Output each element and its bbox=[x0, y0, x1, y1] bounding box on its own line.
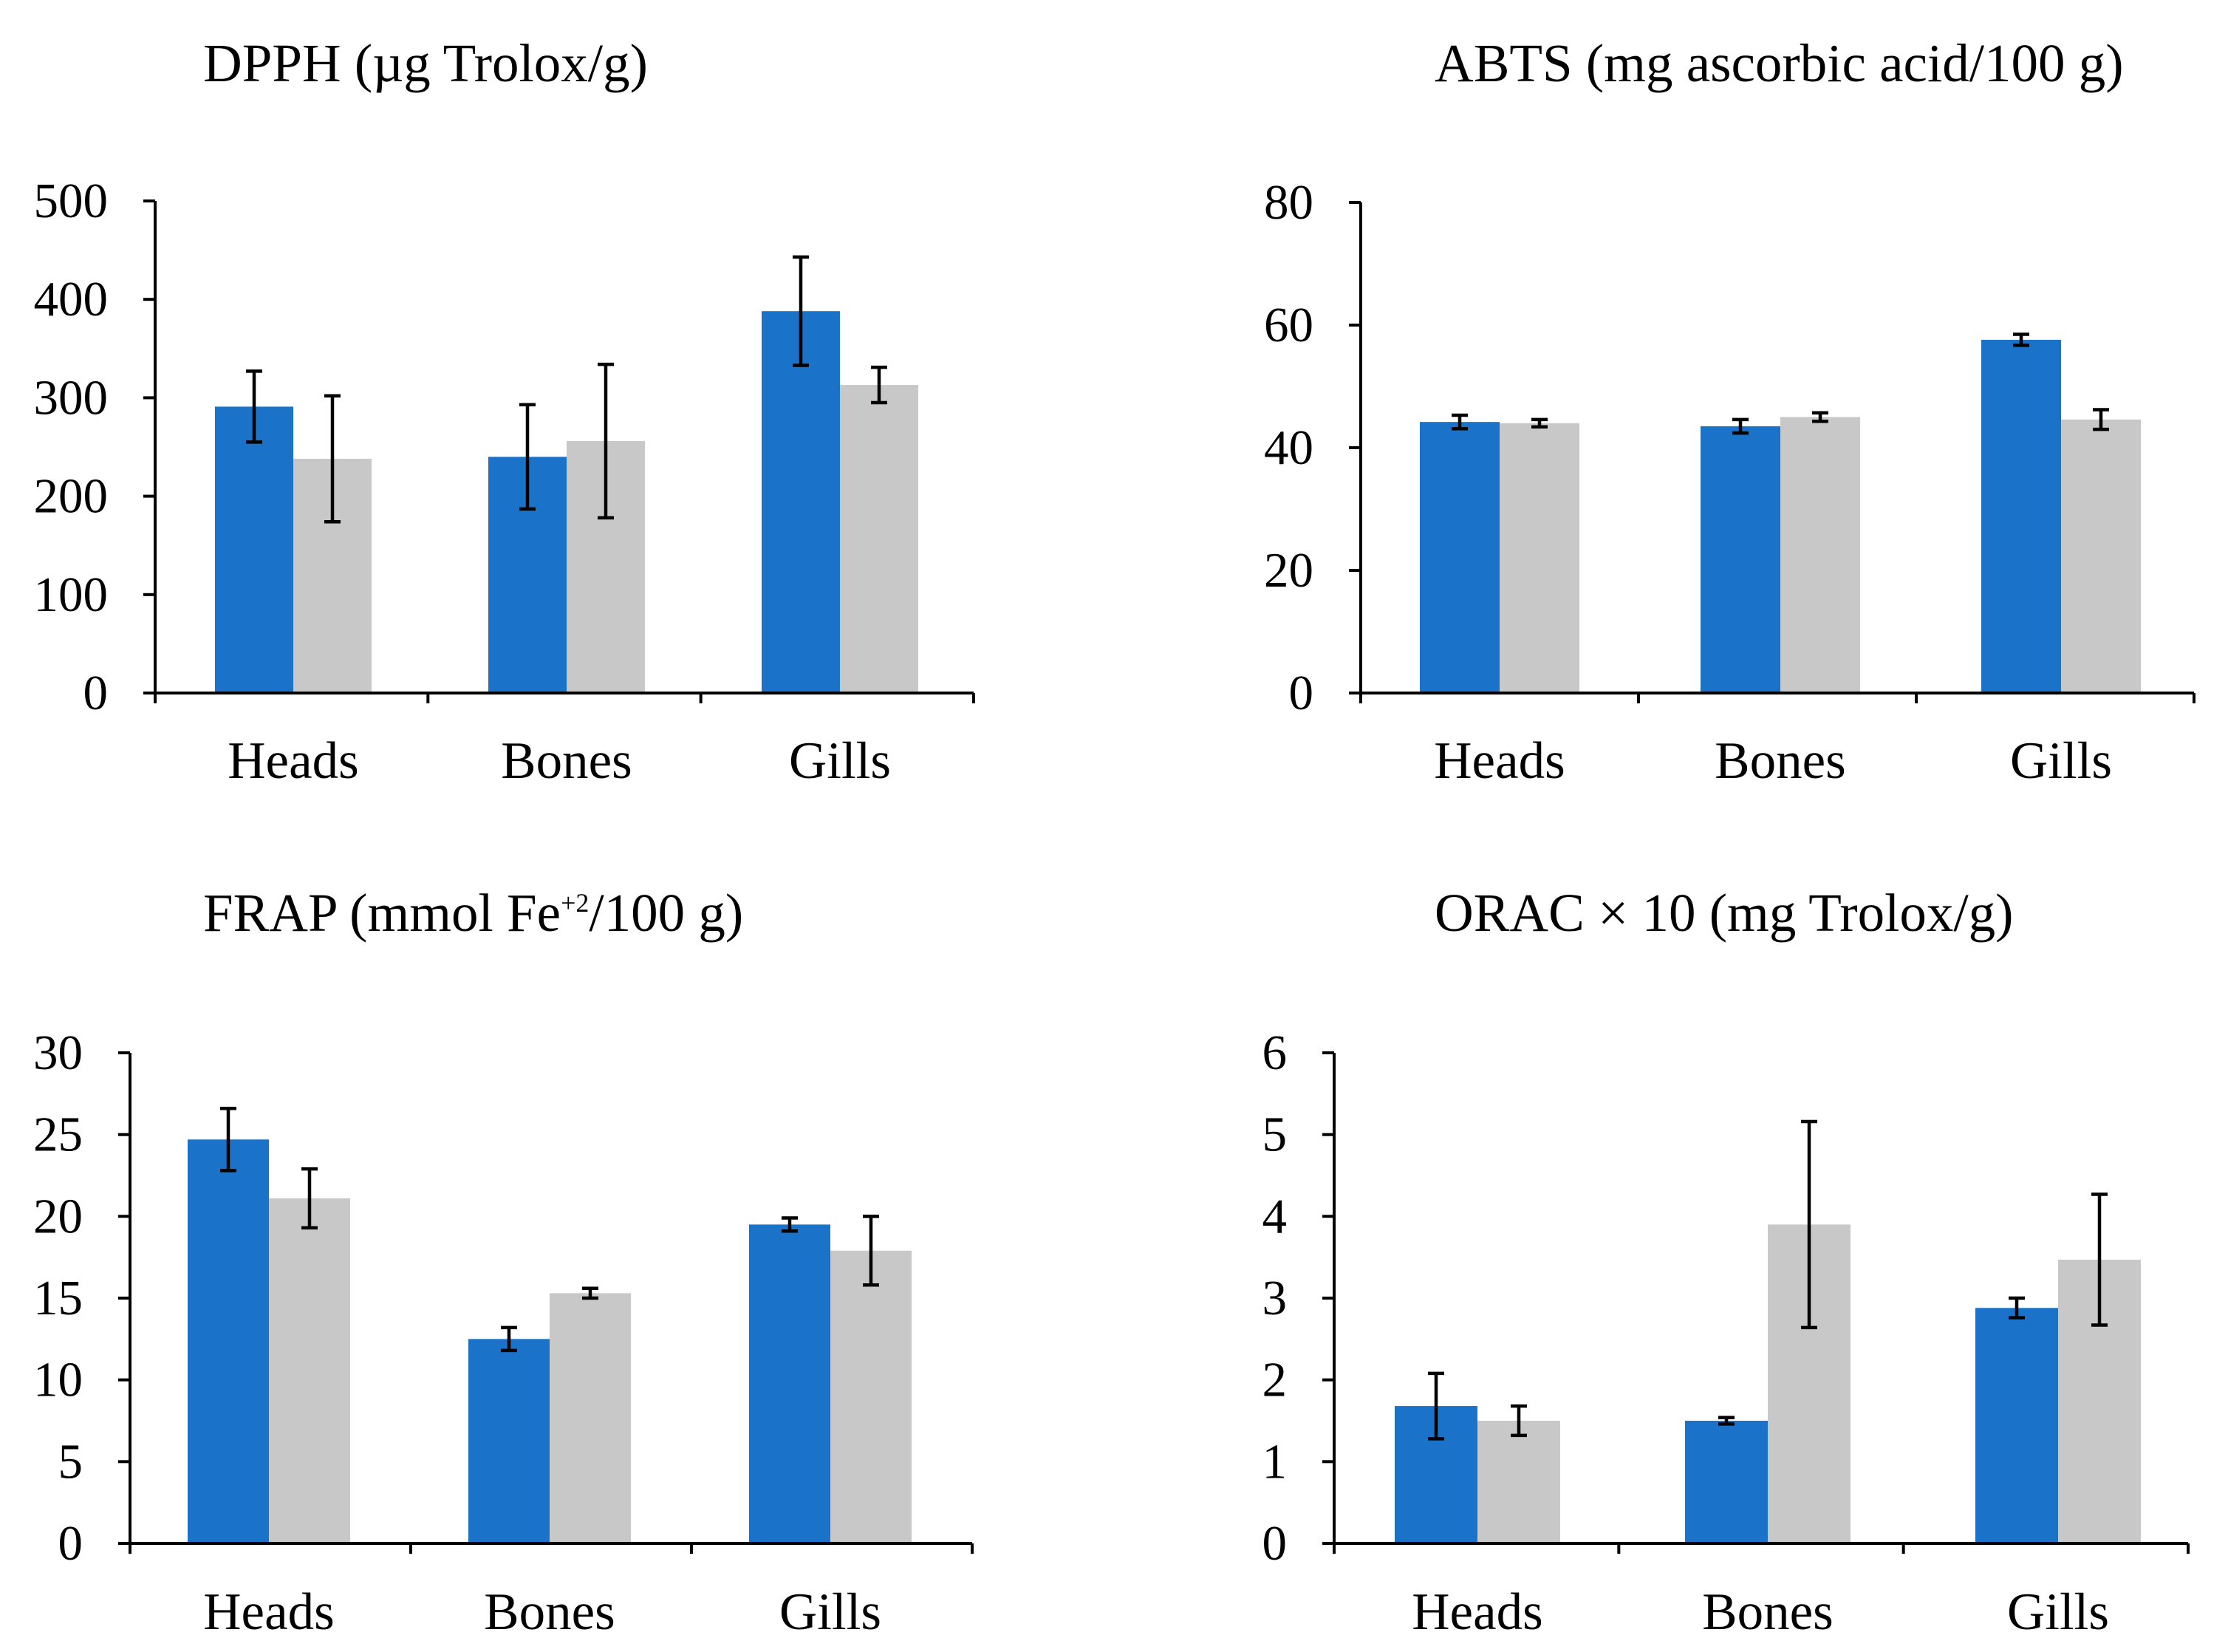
bar-gills-series-1 bbox=[1981, 339, 2061, 693]
y-tick-label: 30 bbox=[33, 1025, 83, 1080]
category-label-gills: Gills bbox=[779, 1583, 881, 1641]
error-bar-gills-series-1 bbox=[2009, 1296, 2025, 1320]
y-tick-label: 25 bbox=[33, 1107, 83, 1162]
error-bar-bones-series-1 bbox=[1718, 1416, 1735, 1426]
error-bar-gills-series-1 bbox=[782, 1216, 798, 1233]
category-label-gills: Gills bbox=[789, 732, 891, 790]
y-tick-label: 5 bbox=[58, 1434, 83, 1489]
category-label-bones: Bones bbox=[501, 732, 632, 790]
category-label-gills: Gills bbox=[2010, 732, 2112, 790]
y-tick-label: 3 bbox=[1262, 1271, 1288, 1325]
bar-heads-series-1 bbox=[188, 1139, 269, 1543]
y-tick-label: 400 bbox=[34, 272, 109, 327]
category-label-gills: Gills bbox=[2007, 1583, 2109, 1641]
chart-2: ABTS (mg ascorbic acid/100 g) Heads Bones G… bbox=[1264, 33, 2195, 790]
bar-gills-series-1 bbox=[762, 311, 840, 694]
y-tick-label: 40 bbox=[1264, 420, 1313, 475]
chart-3: FRAP (mmol Fe+2/100 g) Heads Bones Gills 0 5 1… bbox=[33, 883, 974, 1641]
chart-4: ORAC × 10 (mg Trolox/g) Heads Bones Gills 0 1… bbox=[1262, 883, 2190, 1641]
error-bar-heads-series-2 bbox=[301, 1167, 318, 1230]
bar-heads-series-2 bbox=[269, 1198, 350, 1543]
y-tick-label: 500 bbox=[34, 174, 109, 228]
y-tick-label: 4 bbox=[1262, 1189, 1288, 1243]
y-tick-label: 5 bbox=[1262, 1107, 1288, 1162]
error-bar-gills-series-2 bbox=[2093, 408, 2109, 431]
y-tick-label: 0 bbox=[1289, 666, 1314, 720]
chart-title: ABTS (mg ascorbic acid/100 g) bbox=[1435, 33, 2124, 93]
category-label-heads: Heads bbox=[228, 732, 358, 790]
bar-heads-series-1 bbox=[215, 406, 293, 693]
category-label-heads: Heads bbox=[1412, 1583, 1542, 1641]
bar-bones-series-1 bbox=[1701, 426, 1780, 693]
error-bar-heads-series-2 bbox=[324, 394, 341, 524]
bar-bones-series-2 bbox=[550, 1293, 631, 1543]
y-tick-label: 0 bbox=[83, 666, 109, 720]
y-tick-label: 100 bbox=[34, 567, 109, 622]
y-tick-label: 20 bbox=[1264, 543, 1313, 598]
bar-heads-series-2 bbox=[1477, 1421, 1560, 1543]
category-label-bones: Bones bbox=[484, 1583, 615, 1641]
y-tick-label: 300 bbox=[34, 370, 109, 425]
error-bar-bones-series-1 bbox=[501, 1325, 517, 1353]
category-label-heads: Heads bbox=[203, 1583, 334, 1641]
error-bar-bones-series-1 bbox=[1732, 417, 1749, 435]
chart-title: FRAP (mmol Fe+2/100 g) bbox=[203, 883, 743, 943]
category-label-bones: Bones bbox=[1715, 732, 1846, 790]
error-bar-gills-series-2 bbox=[2091, 1192, 2108, 1327]
error-bar-heads-series-2 bbox=[1531, 417, 1548, 429]
chart-title: DPPH (µg Trolox/g) bbox=[203, 33, 648, 93]
bar-heads-series-1 bbox=[1420, 422, 1500, 693]
y-tick-label: 80 bbox=[1264, 175, 1313, 230]
error-bar-bones-series-2 bbox=[598, 362, 614, 520]
bar-gills-series-2 bbox=[830, 1250, 912, 1543]
error-bar-gills-series-1 bbox=[2013, 332, 2029, 347]
error-bar-bones-series-2 bbox=[1801, 1119, 1817, 1330]
bar-bones-series-1 bbox=[468, 1339, 550, 1543]
error-bar-gills-series-2 bbox=[871, 365, 887, 405]
y-tick-label: 200 bbox=[34, 469, 109, 524]
y-tick-label: 6 bbox=[1262, 1025, 1288, 1080]
error-bar-heads-series-1 bbox=[1428, 1371, 1444, 1441]
y-tick-label: 15 bbox=[33, 1271, 83, 1325]
y-tick-label: 0 bbox=[1262, 1516, 1288, 1571]
y-tick-label: 2 bbox=[1262, 1353, 1288, 1407]
y-tick-label: 10 bbox=[33, 1353, 83, 1407]
error-bar-heads-series-1 bbox=[1452, 413, 1468, 431]
error-bar-heads-series-1 bbox=[220, 1107, 236, 1173]
error-bar-bones-series-2 bbox=[582, 1286, 598, 1300]
bar-gills-series-2 bbox=[2061, 419, 2141, 693]
error-bar-bones-series-1 bbox=[519, 403, 536, 511]
bar-heads-series-2 bbox=[1500, 423, 1579, 693]
category-label-bones: Bones bbox=[1702, 1583, 1834, 1641]
bar-gills-series-1 bbox=[1975, 1308, 2058, 1543]
y-tick-label: 60 bbox=[1264, 298, 1313, 352]
chart-1: DPPH (µg Trolox/g) Heads Bones Gills 0 100 200… bbox=[34, 33, 975, 790]
bar-gills-series-1 bbox=[749, 1224, 830, 1543]
y-tick-label: 20 bbox=[33, 1189, 83, 1243]
category-label-heads: Heads bbox=[1434, 732, 1565, 790]
chart-title: ORAC × 10 (mg Trolox/g) bbox=[1435, 883, 2013, 943]
bar-bones-series-2 bbox=[1780, 417, 1860, 693]
error-bar-heads-series-2 bbox=[1511, 1404, 1527, 1438]
error-bar-gills-series-1 bbox=[793, 255, 809, 367]
bar-gills-series-2 bbox=[840, 385, 918, 693]
error-bar-bones-series-2 bbox=[1812, 411, 1828, 423]
error-bar-gills-series-2 bbox=[863, 1215, 879, 1287]
bar-bones-series-1 bbox=[1685, 1421, 1768, 1543]
error-bar-heads-series-1 bbox=[246, 369, 262, 444]
y-tick-label: 1 bbox=[1262, 1434, 1288, 1489]
y-tick-label: 0 bbox=[58, 1516, 83, 1571]
